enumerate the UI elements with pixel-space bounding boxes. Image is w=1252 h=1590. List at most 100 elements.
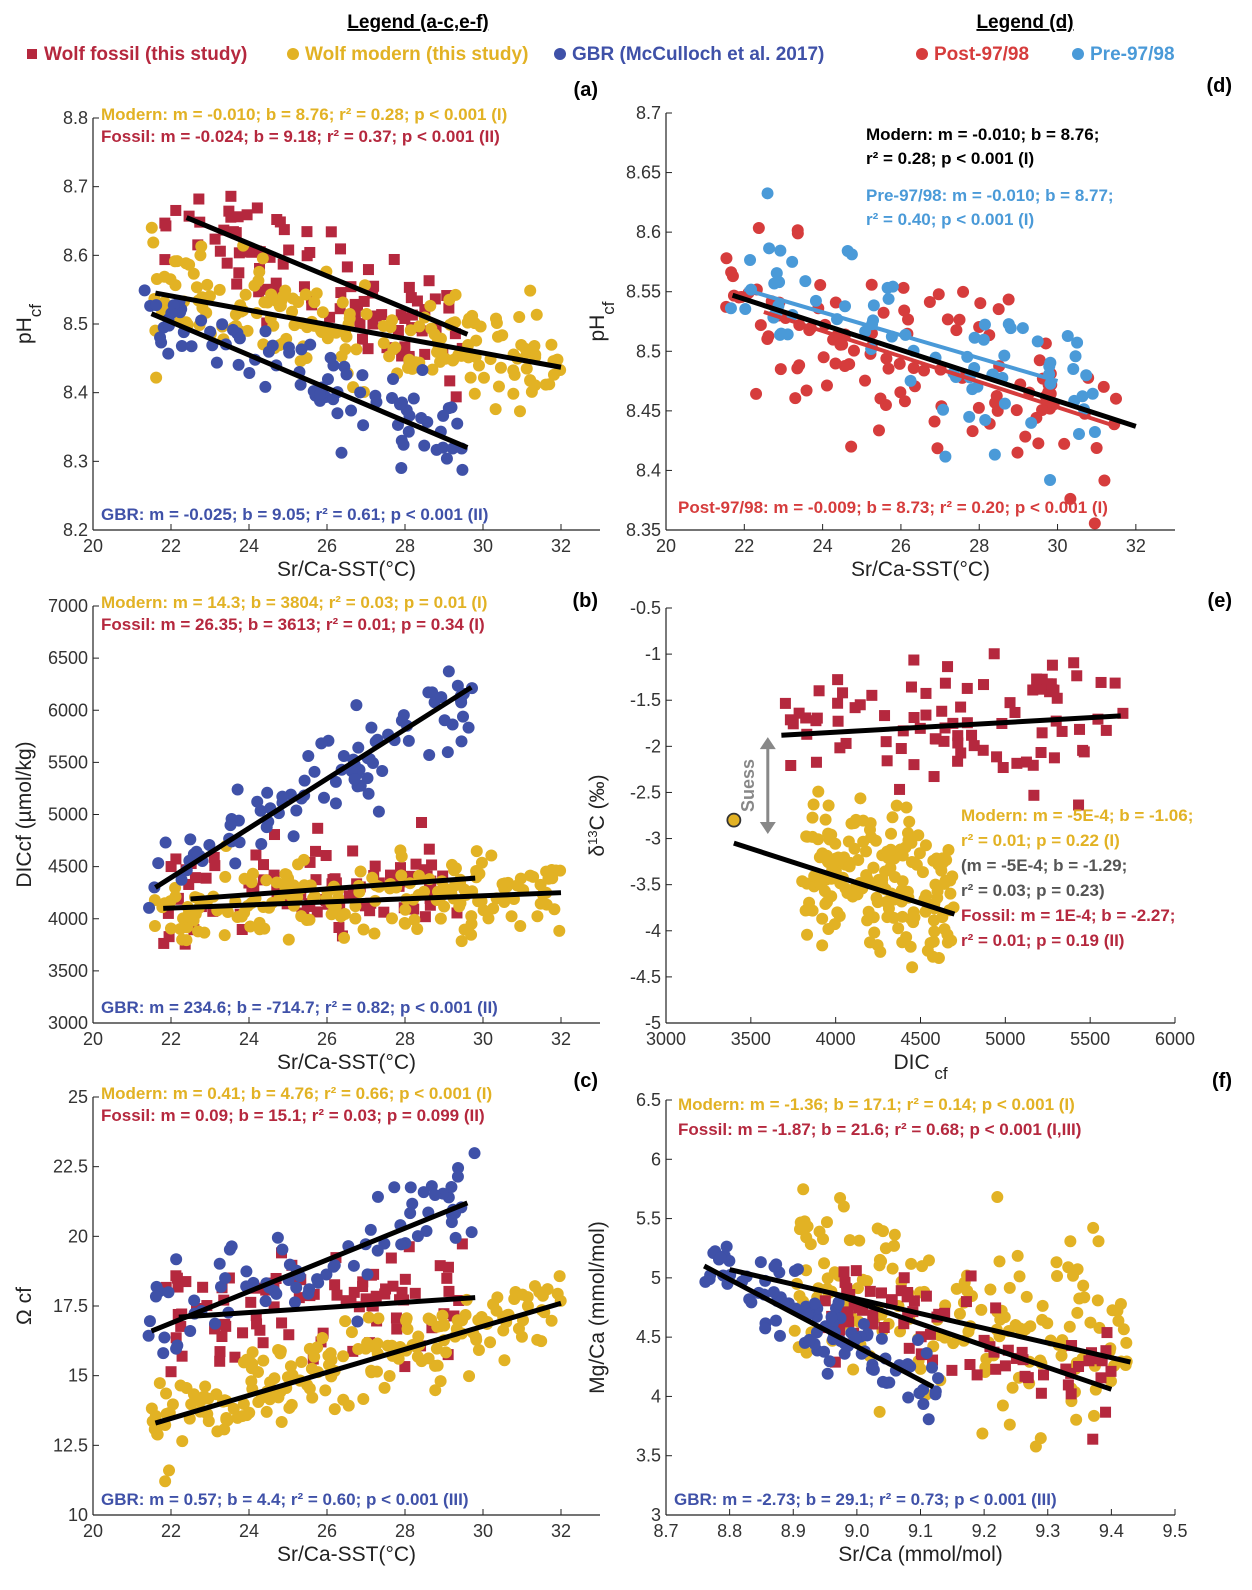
data-point-wolf-fossil xyxy=(253,286,265,298)
data-point-wolf-modern xyxy=(366,871,379,884)
y-tick-label: -3.5 xyxy=(630,875,661,895)
data-point-wolf-fossil xyxy=(341,261,353,273)
data-point-wolf-fossil xyxy=(908,654,920,666)
x-tick-label: 26 xyxy=(317,536,337,556)
data-point-wolf-fossil xyxy=(939,677,951,689)
data-point-wolf-modern xyxy=(521,1299,534,1312)
data-point-wolf-modern xyxy=(868,926,881,939)
data-point-wolf-modern xyxy=(187,267,200,280)
y-tick-label: 8.2 xyxy=(63,520,88,540)
data-point-wolf-fossil xyxy=(1035,1387,1047,1399)
data-point-pre-97-98 xyxy=(799,275,812,288)
data-point-wolf-modern xyxy=(860,845,873,858)
regression-line xyxy=(781,713,1121,738)
data-point-gbr xyxy=(209,1317,222,1330)
y-tick-label: -4.5 xyxy=(630,967,661,987)
data-point-gbr xyxy=(857,1317,870,1330)
data-point-gbr xyxy=(142,1329,155,1342)
data-point-wolf-modern xyxy=(411,923,424,936)
data-point-wolf-modern xyxy=(513,405,526,418)
data-point-wolf-fossil xyxy=(1046,659,1058,671)
x-tick-label: 5000 xyxy=(985,1029,1025,1049)
data-point-pre-97-98 xyxy=(839,300,852,313)
data-point-wolf-modern xyxy=(473,867,486,880)
data-point-wolf-fossil xyxy=(1046,684,1058,696)
data-point-wolf-modern xyxy=(322,1349,335,1362)
data-point-wolf-fossil xyxy=(214,245,226,257)
data-point-wolf-fossil xyxy=(854,699,866,711)
data-point-wolf-modern xyxy=(485,849,498,862)
data-point-wolf-modern xyxy=(902,834,915,847)
panel-label: (a) xyxy=(574,79,598,101)
data-point-post-97-98 xyxy=(1019,430,1032,443)
data-point-wolf-modern xyxy=(1063,1320,1076,1333)
data-point-wolf-modern xyxy=(1051,1270,1064,1283)
data-point-wolf-modern xyxy=(1064,1235,1077,1248)
legend-right: Legend (d) xyxy=(976,12,1073,33)
data-point-gbr xyxy=(720,1240,733,1253)
data-point-wolf-fossil xyxy=(946,1364,958,1376)
stat-annotation: Modern: m = 14.3; b = 3804; r² = 0.03; p… xyxy=(101,593,487,612)
data-point-wolf-fossil xyxy=(276,1317,288,1329)
data-point-wolf-fossil xyxy=(927,1354,939,1366)
data-point-gbr xyxy=(356,369,369,382)
data-point-gbr xyxy=(348,773,361,786)
data-point-wolf-fossil xyxy=(278,224,290,236)
data-point-wolf-modern xyxy=(876,1225,889,1238)
data-point-wolf-modern xyxy=(246,867,259,880)
data-point-wolf-modern xyxy=(286,305,299,318)
fit-lines xyxy=(731,287,1137,429)
data-point-wolf-fossil xyxy=(997,762,1009,774)
data-point-gbr xyxy=(388,1181,401,1194)
data-point-wolf-fossil xyxy=(360,1293,372,1305)
panel-label: (c) xyxy=(574,1070,598,1092)
data-point-wolf-modern xyxy=(947,1337,960,1350)
data-point-pre-97-98 xyxy=(1067,363,1080,376)
data-point-pre-97-98 xyxy=(998,397,1011,410)
data-point-wolf-modern xyxy=(529,379,542,392)
data-point-wolf-modern xyxy=(256,252,269,265)
data-point-post-97-98 xyxy=(762,330,775,343)
x-tick-label: 9.2 xyxy=(972,1521,997,1541)
data-point-wolf-fossil xyxy=(399,341,411,353)
data-point-pre-97-98 xyxy=(1072,427,1085,440)
data-point-gbr xyxy=(808,1297,821,1310)
data-point-post-97-98 xyxy=(1002,293,1015,306)
data-point-wolf-fossil xyxy=(838,1266,850,1278)
data-point-wolf-modern xyxy=(257,1354,270,1367)
data-point-wolf-fossil xyxy=(419,304,431,316)
data-point-gbr xyxy=(311,1273,324,1286)
x-tick-label: 30 xyxy=(473,536,493,556)
data-point-wolf-modern xyxy=(448,879,461,892)
data-point-wolf-fossil xyxy=(172,1281,184,1293)
data-point-wolf-modern xyxy=(343,308,356,321)
legend-items: Wolf fossil (this study) Wolf modern (thi… xyxy=(27,44,1175,65)
panel-b: 20 22 24 26 28 30 32 3000 3500 4000 4500 5000 5500 60… xyxy=(13,590,600,1074)
data-point-wolf-modern xyxy=(279,877,292,890)
y-tick-label: 8.5 xyxy=(636,341,661,361)
data-point-wolf-modern xyxy=(515,1330,528,1343)
data-point-wolf-fossil xyxy=(779,697,791,709)
data-point-gbr xyxy=(260,821,273,834)
data-point-wolf-modern xyxy=(429,1384,442,1397)
legend-left-title: Legend (a-c,e-f) xyxy=(347,12,488,33)
data-point-wolf-modern xyxy=(434,912,447,925)
annotations: Modern: m = 14.3; b = 3804; r² = 0.03; p… xyxy=(101,593,498,1017)
x-tick-label: 6000 xyxy=(1155,1029,1195,1049)
data-point-wolf-modern xyxy=(274,1347,287,1360)
data-point-gbr xyxy=(216,318,229,331)
data-point-post-97-98 xyxy=(859,374,872,387)
data-point-wolf-modern xyxy=(219,870,232,883)
data-point-wolf-modern xyxy=(548,903,561,916)
data-point-wolf-modern xyxy=(434,1375,447,1388)
regression-line xyxy=(178,1295,476,1320)
data-point-wolf-modern xyxy=(816,912,829,925)
data-point-wolf-fossil xyxy=(419,911,431,923)
data-point-wolf-modern xyxy=(514,920,527,933)
data-point-wolf-modern xyxy=(237,1397,250,1410)
data-point-wolf-modern xyxy=(413,320,426,333)
data-point-wolf-modern xyxy=(900,801,913,814)
data-point-wolf-modern xyxy=(316,306,329,319)
data-point-wolf-modern xyxy=(428,328,441,341)
data-point-wolf-modern xyxy=(496,329,509,342)
